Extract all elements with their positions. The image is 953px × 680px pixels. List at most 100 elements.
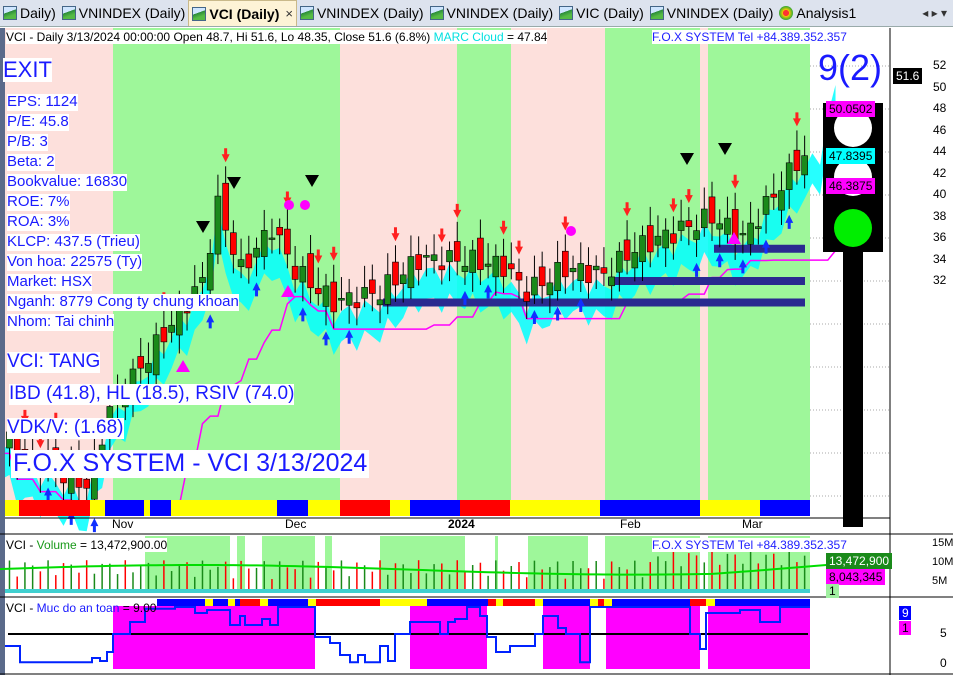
candle-body xyxy=(546,282,554,296)
fundamental-item: Bookvalue: 16830 xyxy=(7,173,128,191)
support-level xyxy=(608,277,805,285)
trend-strip-segment xyxy=(390,500,410,516)
sell-arrow-icon xyxy=(283,191,292,206)
buy-signal-triangle-icon xyxy=(281,285,295,297)
tab-4[interactable]: VNINDEX (Daily) xyxy=(427,0,557,26)
fundamental-item: Nganh: 8779 Cong ty chung khoan xyxy=(7,293,239,311)
marc-label: MARC Cloud xyxy=(433,30,504,44)
candle-body xyxy=(685,220,693,227)
signal-dot-icon xyxy=(284,200,294,210)
chart-canvas[interactable] xyxy=(0,28,953,675)
candle-body xyxy=(83,478,90,489)
volume-value: = 13,472,900.00 xyxy=(80,538,168,552)
safety-strip-segment xyxy=(598,599,604,606)
sell-arrow-icon xyxy=(623,202,632,217)
trend-strip-segment xyxy=(19,500,90,516)
trend-strip-segment xyxy=(460,500,510,516)
x-tick-label: Feb xyxy=(620,517,641,531)
candle-body xyxy=(577,263,585,281)
buy-arrow-icon xyxy=(322,331,330,346)
candle-body xyxy=(399,274,407,285)
sell-arrow-icon xyxy=(561,216,570,231)
candle-body xyxy=(160,327,168,343)
close-tab-icon[interactable]: × xyxy=(285,6,293,21)
tab-2[interactable]: VCI (Daily) × xyxy=(188,0,297,26)
tab-label: VNINDEX (Daily) xyxy=(666,5,774,21)
y-tick-label: 38 xyxy=(933,208,947,223)
tab-6[interactable]: VNINDEX (Daily) xyxy=(647,0,777,26)
candle-body xyxy=(145,363,152,373)
candle-body xyxy=(801,155,808,176)
candle-body xyxy=(369,279,376,294)
trend-strip-segment xyxy=(5,500,19,516)
price-badge: 47.8395 xyxy=(826,148,876,164)
fundamental-item: Market: HSX xyxy=(7,273,93,291)
candle-body xyxy=(592,265,600,271)
candle-body xyxy=(469,249,476,273)
support-level xyxy=(714,244,805,253)
volume-y-tick: 10M xyxy=(932,556,953,568)
tab-scroll-arrows[interactable]: ◂ ▸ ▾ xyxy=(922,6,947,20)
sell-arrow-icon xyxy=(314,249,323,264)
candle-body xyxy=(500,255,507,277)
chart-icon xyxy=(299,6,314,20)
sell-arrow-icon xyxy=(453,203,462,218)
candle-body xyxy=(314,288,322,295)
candle-body xyxy=(677,220,685,231)
x-tick-label: Nov xyxy=(112,517,134,531)
traffic-light-lamp-icon xyxy=(834,209,872,247)
candle-body xyxy=(353,302,361,309)
safety-strip-segment xyxy=(308,599,316,606)
candle-body xyxy=(531,276,538,296)
buy-arrow-icon xyxy=(298,307,307,322)
tab-label: Analysis1 xyxy=(796,5,857,21)
candle-body xyxy=(338,298,345,301)
safety-strip-segment xyxy=(380,599,427,606)
candle-body xyxy=(299,266,307,283)
chart-icon xyxy=(649,6,664,20)
candle-body xyxy=(446,250,453,263)
tab-1[interactable]: VNINDEX (Daily) xyxy=(59,0,189,26)
candle-body xyxy=(716,223,724,230)
support-level xyxy=(383,298,805,307)
candle-body xyxy=(770,193,778,198)
candle-body xyxy=(268,237,276,240)
safety-strip-segment xyxy=(228,599,235,606)
candle-body xyxy=(438,265,446,271)
tab-3[interactable]: VNINDEX (Daily) xyxy=(297,0,427,26)
sell-arrow-icon xyxy=(20,409,29,424)
trend-strip-segment xyxy=(760,500,810,516)
candle-body xyxy=(646,225,654,253)
candle-body xyxy=(507,263,515,270)
volume-y-tick: 15M xyxy=(932,537,953,549)
volume-base-strip xyxy=(5,589,810,593)
safety-strip-segment xyxy=(488,599,496,606)
safety-strip-segment xyxy=(503,599,535,606)
volume-badge: 1 xyxy=(826,584,839,598)
safe-zone xyxy=(113,606,315,669)
safety-strip-segment xyxy=(690,599,706,606)
chart-icon xyxy=(3,6,17,20)
sell-signal-triangle-icon xyxy=(305,175,319,187)
tab-5[interactable]: VIC (Daily) xyxy=(556,0,647,26)
candle-body xyxy=(284,228,291,255)
safety-badge: 1 xyxy=(899,621,911,635)
fundamental-item: Nhom: Tai chinh xyxy=(7,313,115,331)
sell-arrow-icon xyxy=(391,227,400,242)
tab-7[interactable]: Analysis1 xyxy=(776,0,859,26)
chart-area[interactable]: VCI - Daily 3/13/2024 00:00:00 Open 48.7… xyxy=(0,28,953,675)
candle-body xyxy=(762,196,770,215)
x-tick-label: Dec xyxy=(285,517,307,531)
fundamental-item: P/B: 3 xyxy=(7,133,48,151)
signal-label: EXIT xyxy=(3,57,52,83)
candle-body xyxy=(700,208,708,229)
candle-body xyxy=(392,261,399,286)
chart-icon xyxy=(559,6,574,20)
safety-y-tick: 5 xyxy=(940,626,947,640)
tab-0[interactable]: Daily) xyxy=(0,0,59,26)
safety-strip-segment xyxy=(316,599,380,606)
trend-strip-segment xyxy=(171,500,277,516)
y-tick-label: 48 xyxy=(933,101,947,115)
safety-strip-segment xyxy=(590,599,598,606)
price-badge: 50.0502 xyxy=(826,101,876,117)
